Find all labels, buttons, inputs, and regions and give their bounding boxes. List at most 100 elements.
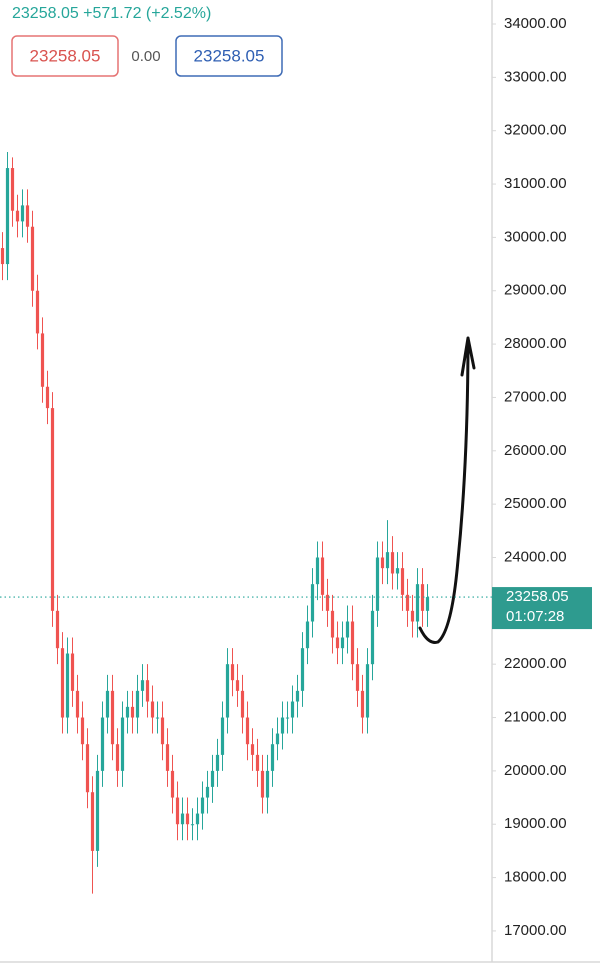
- candle-body: [400, 568, 405, 595]
- candle-body: [225, 664, 230, 718]
- candle-body: [50, 408, 55, 611]
- candle-body: [355, 664, 360, 691]
- candle-body: [175, 797, 180, 825]
- candle-body: [325, 594, 330, 611]
- candle-body: [320, 557, 325, 595]
- candle-body: [110, 690, 115, 745]
- candle-body: [100, 717, 105, 771]
- candle-body: [420, 584, 425, 611]
- candle-body: [230, 664, 235, 681]
- y-tick-label: 20000.00: [504, 762, 567, 779]
- candle-body: [300, 648, 305, 691]
- bid-box[interactable]: [11, 35, 119, 77]
- y-tick-label: 32000.00: [504, 122, 567, 139]
- y-tick-label: 25000.00: [504, 495, 567, 512]
- candle-body: [105, 690, 110, 718]
- candle-body: [220, 717, 225, 755]
- candle-body: [245, 717, 250, 745]
- y-tick-label: 18000.00: [504, 869, 567, 886]
- y-tick-label: 22000.00: [504, 655, 567, 672]
- candle-body: [90, 792, 95, 851]
- candle-body: [155, 717, 160, 719]
- candle-body: [55, 610, 60, 649]
- candle-body: [290, 701, 295, 718]
- candle-body: [395, 568, 400, 574]
- candle-body: [335, 637, 340, 649]
- y-tick-label: 34000.00: [504, 15, 567, 32]
- candle-body: [250, 744, 255, 755]
- ask-box[interactable]: [175, 35, 283, 77]
- last-price-label: 23258.05: [506, 588, 569, 605]
- candle-body: [375, 557, 380, 611]
- candle-body: [5, 168, 10, 265]
- candle-body: [85, 744, 90, 793]
- candle-body: [95, 770, 100, 851]
- candle-body: [145, 680, 150, 702]
- y-tick-label: 29000.00: [504, 282, 567, 299]
- candle-body: [385, 552, 390, 569]
- candle-body: [345, 621, 350, 638]
- candle-body: [130, 706, 135, 718]
- candle-body: [10, 168, 15, 211]
- y-tick-label: 24000.00: [504, 548, 567, 565]
- candle-body: [135, 690, 140, 718]
- spread: 0.00: [131, 48, 160, 65]
- candle-body: [80, 717, 85, 745]
- candle-body: [190, 824, 195, 826]
- candle-body: [25, 205, 30, 227]
- candle-body: [205, 786, 210, 798]
- y-tick-label: 33000.00: [504, 68, 567, 85]
- candle-body: [120, 717, 125, 771]
- y-tick-label: 26000.00: [504, 442, 567, 459]
- candle-body: [15, 210, 20, 222]
- candle-body: [340, 637, 345, 649]
- candle-body: [65, 653, 70, 718]
- candle-body: [180, 813, 185, 825]
- candle-body: [350, 621, 355, 665]
- candle-body: [75, 690, 80, 718]
- candle-body: [415, 584, 420, 622]
- y-tick-label: 17000.00: [504, 922, 567, 939]
- candle-body: [310, 584, 315, 622]
- candle-body: [360, 690, 365, 718]
- candle-body: [285, 717, 290, 719]
- y-tick-label: 19000.00: [504, 815, 567, 832]
- candle-body: [210, 770, 215, 787]
- candle-body: [275, 733, 280, 745]
- candle-body: [20, 205, 25, 222]
- candle-body: [405, 594, 410, 611]
- candle-body: [270, 744, 275, 771]
- candle-body: [185, 813, 190, 825]
- candle-body: [265, 770, 270, 798]
- candle-body: [165, 744, 170, 771]
- candle-body: [35, 290, 40, 334]
- candle-body: [370, 610, 375, 665]
- candle-body: [115, 744, 120, 771]
- candle-body: [235, 680, 240, 691]
- candle-body: [330, 610, 335, 638]
- candle-body: [215, 754, 220, 771]
- bid[interactable]: 23258.05: [30, 46, 101, 65]
- last-price-box: [492, 587, 592, 630]
- candle-body: [380, 557, 385, 569]
- y-tick-label: 30000.00: [504, 228, 567, 245]
- candle-body: [40, 333, 45, 387]
- countdown: 01:07:28: [506, 608, 564, 625]
- candle-body: [30, 226, 35, 291]
- candle-body: [60, 648, 65, 718]
- candle-body: [305, 621, 310, 649]
- candle-body: [160, 717, 165, 745]
- candles: [0, 152, 430, 894]
- candle-body: [200, 797, 205, 814]
- y-tick-label: 27000.00: [504, 388, 567, 405]
- ask[interactable]: 23258.05: [194, 46, 265, 65]
- candle-body: [140, 680, 145, 691]
- y-tick-label: 28000.00: [504, 335, 567, 352]
- quote: 23258.05 +571.72 (+2.52%): [12, 5, 211, 22]
- candle-body: [125, 706, 130, 718]
- candle-body: [390, 552, 395, 574]
- candle-body: [45, 386, 50, 409]
- candle-body: [150, 701, 155, 718]
- candle-body: [410, 610, 415, 622]
